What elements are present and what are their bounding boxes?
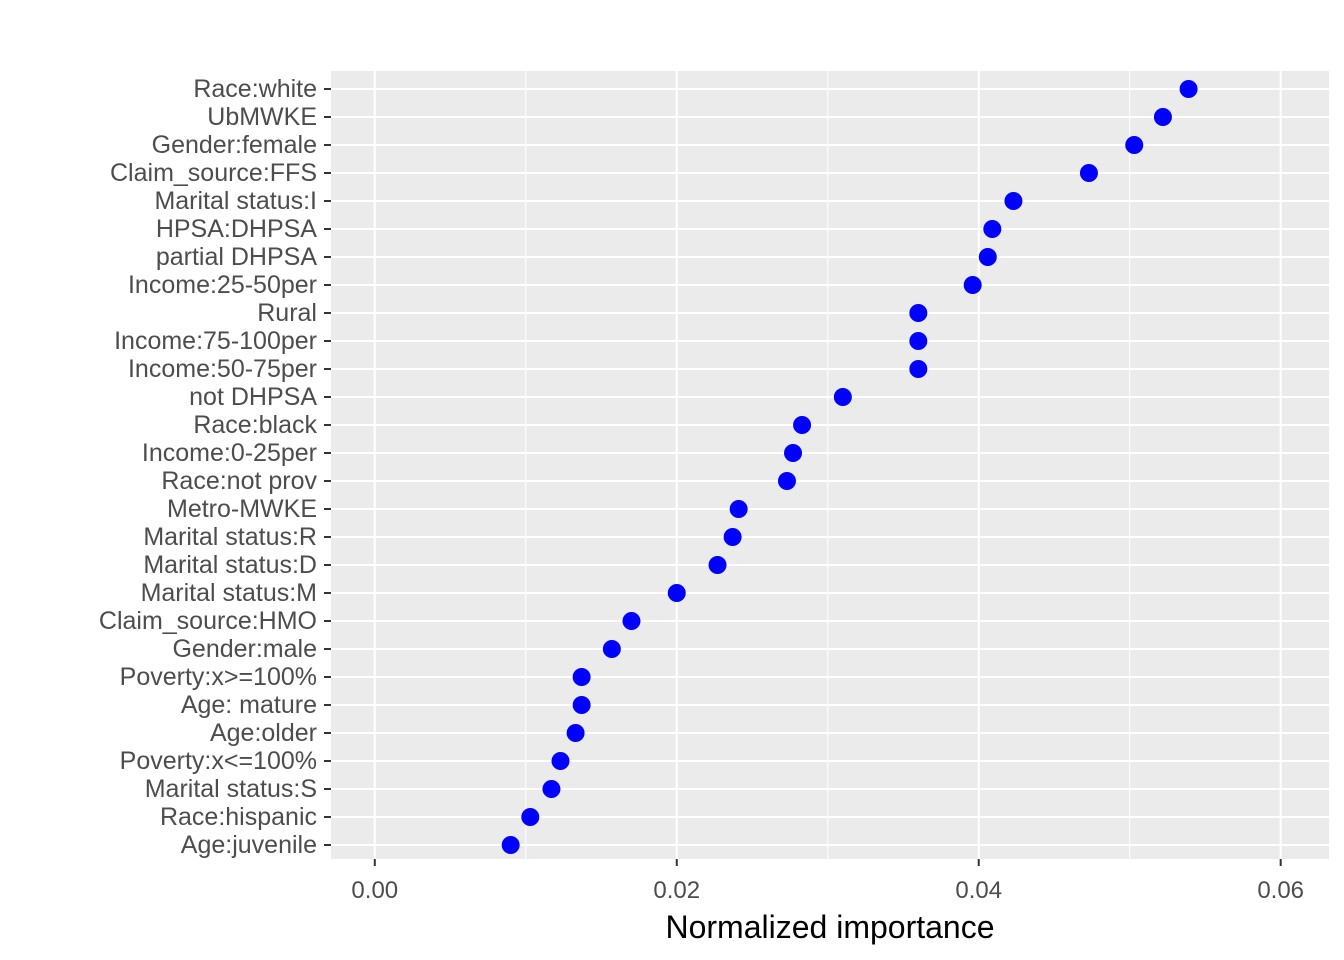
data-point — [1004, 192, 1023, 210]
category-label: Race:not prov — [161, 467, 317, 495]
data-point — [572, 696, 591, 714]
data-point — [777, 472, 796, 490]
data-point — [1079, 164, 1098, 182]
category-label: Age:juvenile — [181, 831, 317, 859]
data-point — [566, 724, 585, 742]
category-label: Income:25-50per — [128, 271, 317, 299]
category-label: Poverty:x<=100% — [120, 747, 317, 775]
data-point — [542, 780, 561, 798]
y-ticks — [324, 88, 331, 846]
category-label: Metro-MWKE — [167, 495, 317, 523]
category-label: Gender:male — [172, 635, 317, 663]
data-point — [1125, 136, 1144, 154]
category-label: HPSA:DHPSA — [156, 215, 317, 243]
category-label: Marital status:D — [143, 551, 317, 579]
category-label: Income:0-25per — [142, 439, 317, 467]
data-point — [1153, 108, 1172, 126]
category-label: Claim_source:HMO — [99, 607, 317, 635]
data-point — [909, 360, 928, 378]
category-label: Race:black — [193, 411, 317, 439]
category-label: UbMWKE — [207, 103, 317, 131]
data-point — [551, 752, 570, 770]
category-label: Marital status:M — [141, 579, 317, 607]
data-point — [729, 500, 748, 518]
category-label: Gender:female — [152, 131, 317, 159]
plot-panel — [331, 71, 1329, 859]
data-point — [708, 556, 727, 574]
data-point — [622, 612, 641, 630]
x-ticks — [373, 859, 1282, 866]
data-point — [572, 668, 591, 686]
x-tick-label: 0.04 — [955, 877, 1002, 904]
category-label: Race:hispanic — [160, 803, 317, 831]
category-label: Income:75-100per — [114, 327, 317, 355]
category-label: Marital status:R — [143, 523, 317, 551]
data-point — [793, 416, 812, 434]
category-label: Rural — [257, 299, 317, 327]
x-tick-label: 0.06 — [1257, 877, 1304, 904]
category-label: Income:50-75per — [128, 355, 317, 383]
data-point — [521, 808, 540, 826]
data-point — [602, 640, 621, 658]
category-label: Race:white — [193, 75, 317, 103]
grid-lines — [331, 71, 1329, 859]
x-axis-title: Normalized importance — [665, 909, 994, 945]
data-points — [501, 80, 1198, 854]
category-label: Poverty:x>=100% — [120, 663, 317, 691]
x-tick-label: 0.00 — [351, 877, 398, 904]
category-label: Marital status:S — [145, 775, 317, 803]
x-tick-label: 0.02 — [653, 877, 700, 904]
x-tick-labels: 0.00 0.02 0.04 0.06 — [351, 877, 1304, 904]
data-point — [983, 220, 1002, 238]
category-label: Age: mature — [181, 691, 317, 719]
data-point — [833, 388, 852, 406]
data-point — [963, 276, 982, 294]
category-labels: Race:whiteUbMWKEGender:femaleClaim_sourc… — [99, 75, 318, 859]
category-label: not DHPSA — [189, 383, 317, 411]
data-point — [784, 444, 803, 462]
data-point — [667, 584, 686, 602]
data-point — [1179, 80, 1198, 98]
data-point — [723, 528, 742, 546]
category-label: partial DHPSA — [156, 243, 317, 271]
category-label: Age:older — [210, 719, 317, 747]
category-label: Claim_source:FFS — [110, 159, 317, 187]
data-point — [501, 836, 520, 854]
category-label: Marital status:I — [154, 187, 317, 215]
data-point — [978, 248, 997, 266]
data-point — [909, 304, 928, 322]
data-point — [909, 332, 928, 350]
